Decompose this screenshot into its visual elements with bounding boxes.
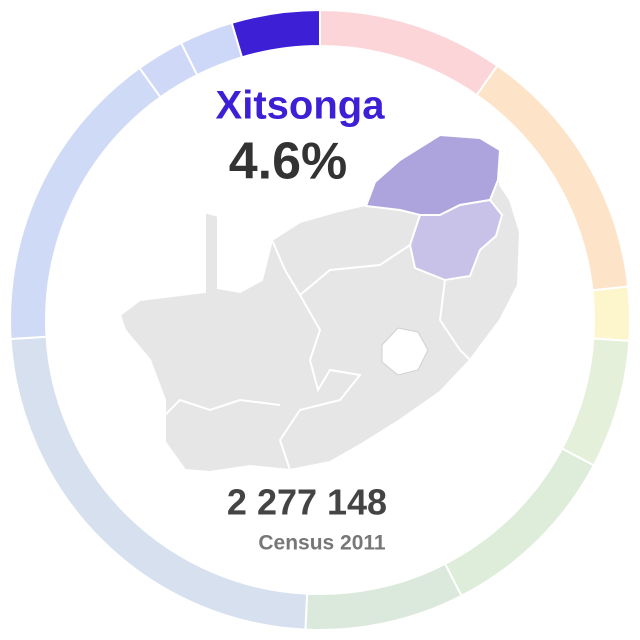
map-mpumalanga [408,198,504,282]
language-share: 4.6% [229,133,348,191]
donut-segment [591,285,631,342]
donut-segment [443,447,596,598]
map [118,133,522,474]
donut-segment [230,8,321,59]
donut-ring [9,8,631,631]
donut-segment [319,8,499,97]
source: Census 2011 [258,532,386,555]
language-name: Xitsonga [216,84,386,128]
map-borders [159,239,471,471]
map-lesotho [381,327,429,376]
donut-segment [304,562,463,631]
speakers: 2 277 148 [227,482,387,523]
donut-segment [9,66,162,341]
donut-segment [560,337,631,467]
